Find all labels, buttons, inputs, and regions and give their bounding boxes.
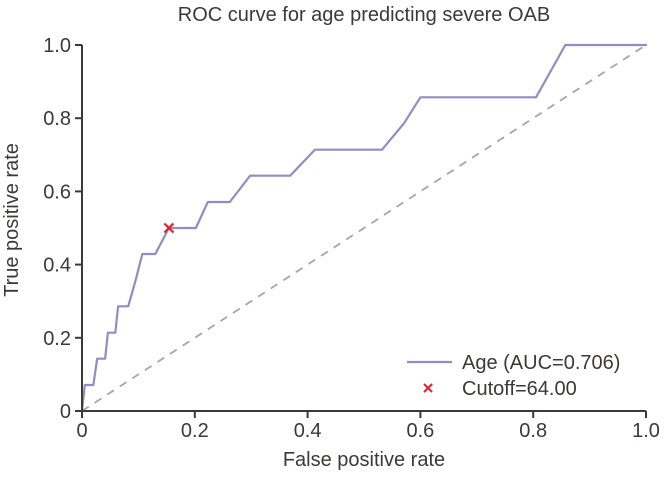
y-axis-label: True positive rate <box>1 143 23 297</box>
legend-label-age: Age (AUC=0.706) <box>462 352 620 374</box>
y-tick-label: 0.4 <box>43 255 71 277</box>
y-tick-label: 1.0 <box>43 35 71 57</box>
y-tick-label: 0.6 <box>43 181 71 203</box>
x-tick-label: 0.8 <box>519 420 547 442</box>
legend: Age (AUC=0.706) Cutoff=64.00 <box>407 352 620 400</box>
y-tick-label: 0.8 <box>43 108 71 130</box>
x-tick-label: 0.4 <box>294 420 322 442</box>
y-tick-label: 0.2 <box>43 328 71 350</box>
x-tick-label: 1.0 <box>632 420 660 442</box>
plot-area: 0 0.2 0.4 0.6 0.8 1.0 0 0.2 0.4 0.6 0.8 1.0 <box>43 35 660 442</box>
cutoff-marker-icon <box>163 222 175 234</box>
legend-label-cutoff: Cutoff=64.00 <box>462 378 577 400</box>
x-tick-label: 0 <box>76 420 87 442</box>
x-tick-label: 0.2 <box>181 420 209 442</box>
diagonal-reference-line <box>81 44 647 412</box>
x-axis-label: False positive rate <box>283 449 445 471</box>
chart-title: ROC curve for age predicting severe OAB <box>178 4 550 26</box>
x-tick-label: 0.6 <box>406 420 434 442</box>
legend-cutoff-x-icon <box>423 383 433 393</box>
y-tick-label: 0 <box>60 401 71 423</box>
